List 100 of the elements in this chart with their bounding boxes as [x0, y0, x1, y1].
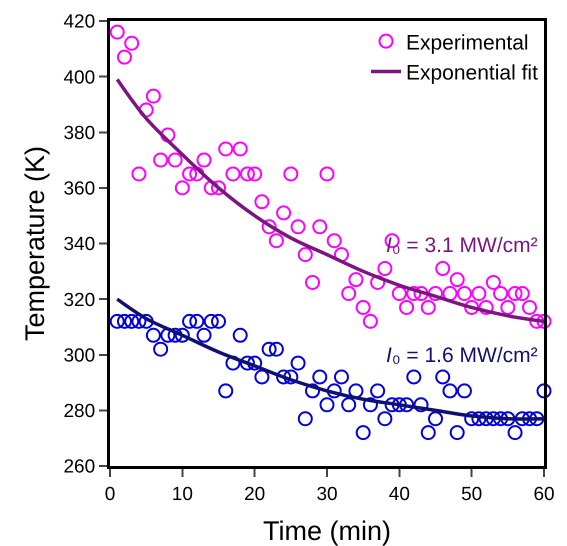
point	[305, 274, 320, 290]
point	[514, 411, 530, 426]
point	[370, 383, 386, 398]
point	[211, 314, 226, 329]
point	[174, 328, 190, 343]
point	[370, 274, 386, 290]
point	[348, 383, 364, 398]
point	[268, 342, 284, 357]
point	[110, 24, 125, 40]
point	[189, 314, 204, 329]
point	[320, 166, 334, 182]
point	[508, 286, 523, 302]
point	[428, 411, 443, 426]
point	[464, 300, 480, 315]
point	[146, 88, 161, 104]
point	[392, 286, 407, 302]
point	[211, 180, 226, 196]
point	[435, 370, 450, 384]
point	[138, 102, 154, 118]
point	[341, 397, 356, 412]
point	[225, 356, 240, 371]
y-tick-label: 360	[63, 178, 96, 200]
point	[326, 233, 342, 248]
point	[232, 328, 248, 343]
point	[174, 180, 190, 196]
point	[189, 166, 204, 182]
y-tick-label: 340	[63, 234, 96, 256]
point	[406, 286, 422, 302]
point	[529, 314, 544, 329]
point	[348, 272, 364, 288]
legend-label: Exponential fit	[406, 62, 538, 85]
point	[362, 314, 378, 329]
point	[276, 205, 292, 220]
point	[420, 425, 436, 440]
point	[406, 370, 422, 384]
point	[392, 397, 407, 412]
x-tick-label: 0	[104, 484, 116, 505]
point	[450, 272, 465, 288]
point	[334, 370, 349, 384]
point	[196, 152, 212, 168]
annotation: I₀ = 1.6 MW/cm²	[386, 344, 538, 367]
point	[478, 300, 494, 315]
x-tick-label: 20	[244, 484, 266, 505]
point	[240, 356, 255, 371]
point	[471, 286, 486, 302]
point	[225, 166, 240, 182]
point	[486, 274, 501, 290]
point	[298, 247, 313, 262]
point	[471, 411, 486, 426]
point	[204, 314, 219, 329]
point	[377, 261, 392, 276]
x-tick-label: 30	[316, 484, 338, 505]
point	[276, 370, 292, 384]
point	[456, 383, 472, 398]
point	[168, 152, 183, 168]
point	[247, 356, 262, 371]
point	[240, 166, 255, 182]
point	[196, 328, 212, 343]
y-tick-label: 280	[63, 401, 96, 422]
y-tick-label: 380	[63, 122, 96, 144]
point	[312, 219, 328, 234]
y-tick-label: 300	[63, 345, 96, 366]
point	[493, 286, 508, 302]
point	[218, 383, 234, 398]
point	[262, 219, 277, 234]
y-tick-label: 320	[63, 290, 96, 311]
point	[290, 219, 306, 234]
point	[493, 411, 508, 426]
point	[124, 314, 140, 329]
point	[522, 411, 538, 426]
point	[478, 411, 494, 426]
point	[356, 425, 371, 440]
point	[320, 397, 334, 412]
y-axis-title: Temperature (K)	[20, 146, 50, 342]
point	[283, 370, 298, 384]
x-tick-label: 60	[533, 484, 555, 505]
x-tick-label: 50	[461, 484, 482, 505]
point	[508, 425, 523, 440]
point	[247, 166, 262, 182]
point	[283, 166, 298, 182]
x-tick-label: 40	[388, 484, 410, 505]
y-tick-label: 420	[63, 12, 96, 33]
x-axis-title: Time (min)	[263, 516, 391, 546]
legend-label: Experimental	[406, 31, 529, 54]
point	[442, 286, 458, 302]
point	[500, 300, 516, 315]
point	[420, 300, 436, 315]
point	[116, 50, 132, 65]
point	[414, 286, 429, 302]
point	[522, 300, 538, 315]
point	[290, 356, 306, 371]
point	[131, 166, 146, 182]
point	[326, 383, 342, 398]
point	[442, 383, 458, 398]
point	[312, 370, 328, 384]
y-tick-label: 400	[63, 67, 96, 88]
point	[362, 397, 378, 412]
point	[254, 194, 270, 210]
x-tick-label: 10	[172, 484, 193, 505]
point	[254, 370, 270, 384]
